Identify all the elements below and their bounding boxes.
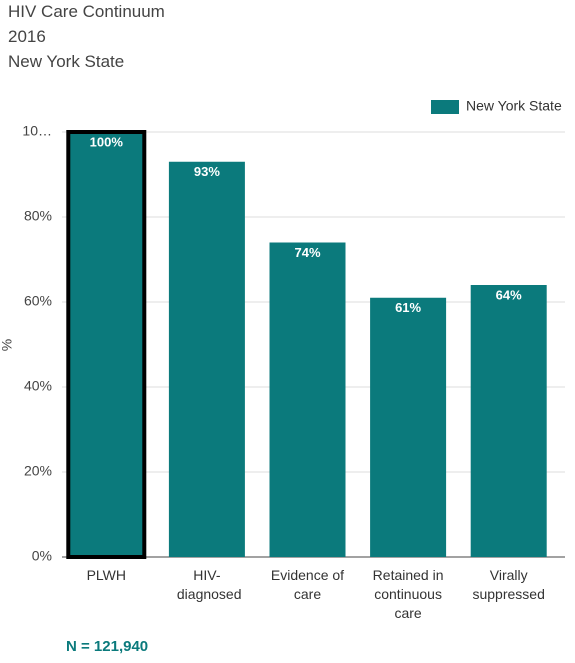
value-label: 100% bbox=[90, 134, 124, 149]
value-label: 61% bbox=[395, 300, 421, 315]
chart-subtitle: New York State bbox=[8, 52, 125, 71]
chart-title: HIV Care Continuum bbox=[8, 2, 165, 21]
bar bbox=[66, 130, 147, 559]
y-tick-label: 20% bbox=[24, 463, 52, 479]
bar bbox=[370, 297, 447, 557]
chart-subtitle: 2016 bbox=[8, 27, 46, 46]
y-tick-label: 40% bbox=[24, 378, 52, 394]
x-tick-label: Virally suppressed bbox=[472, 567, 545, 602]
y-tick-label: 80% bbox=[24, 208, 52, 224]
x-tick-label: Evidence of care bbox=[270, 567, 345, 602]
value-label: 64% bbox=[496, 287, 522, 302]
legend-label: New York State bbox=[466, 98, 562, 114]
y-tick-label: 60% bbox=[24, 293, 52, 309]
bar bbox=[168, 161, 245, 557]
x-tick-label: PLWH bbox=[86, 567, 126, 583]
bar bbox=[269, 242, 346, 557]
value-label: 93% bbox=[194, 164, 220, 179]
y-tick-label: 0% bbox=[32, 548, 52, 564]
footnote: N = 121,940 bbox=[66, 638, 149, 655]
value-label: 74% bbox=[294, 245, 320, 260]
y-tick-label: 10… bbox=[22, 123, 52, 139]
legend-swatch bbox=[431, 100, 459, 114]
x-tick-label: HIV-diagnosed bbox=[176, 567, 242, 602]
x-tick-label: Retained in continuous care bbox=[372, 567, 444, 621]
bar bbox=[470, 285, 547, 557]
y-axis-label: % bbox=[0, 339, 15, 351]
